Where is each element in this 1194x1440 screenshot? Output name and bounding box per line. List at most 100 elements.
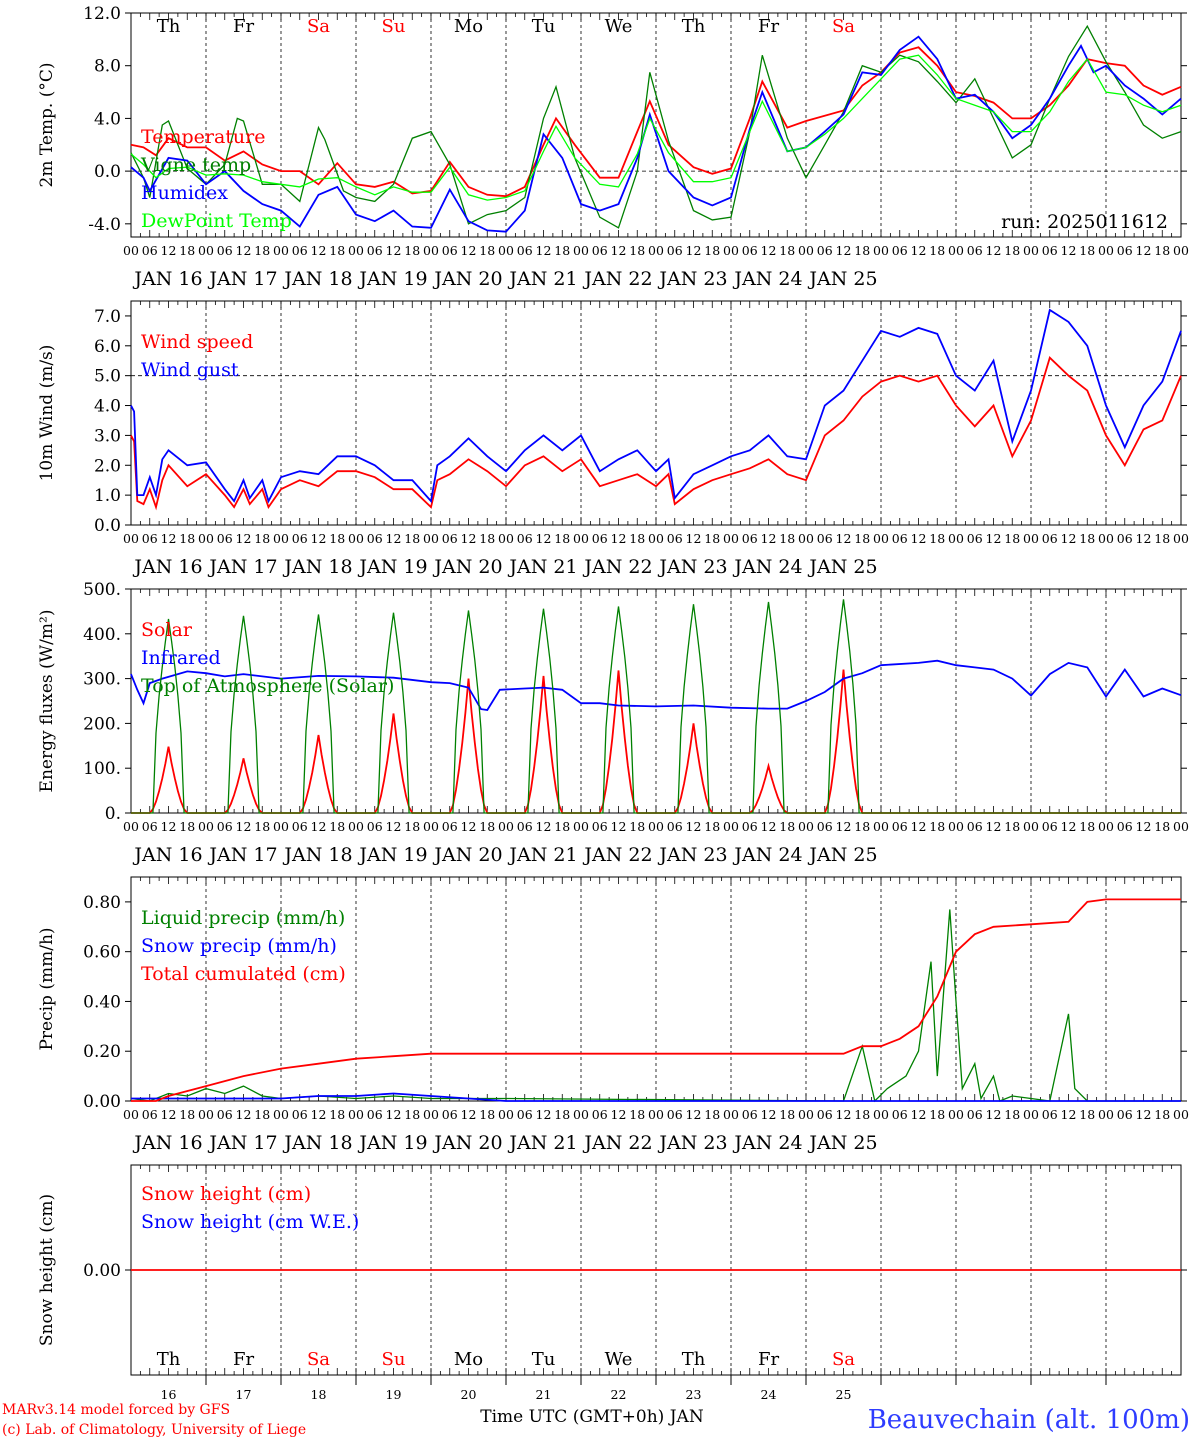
date-label: JAN 17 (207, 556, 277, 578)
hour-tick-label: 06 (367, 243, 383, 258)
hour-tick-label: 12 (236, 243, 252, 258)
series-line (130, 356, 1182, 511)
date-label: JAN 24 (732, 844, 802, 866)
legend-entry: Solar (141, 619, 193, 641)
hour-tick-label: 00 (1023, 1107, 1039, 1122)
hour-tick-label: 06 (442, 531, 458, 546)
date-label: JAN 18 (282, 844, 352, 866)
hour-tick-label: 12 (1136, 1107, 1152, 1122)
hour-tick-label: 12 (161, 1107, 177, 1122)
hour-tick-label: 00 (1023, 819, 1039, 834)
hour-tick-label: 18 (254, 819, 270, 834)
series-line (130, 35, 1182, 233)
date-label: JAN 23 (657, 1132, 727, 1154)
hour-tick-label: 06 (967, 819, 983, 834)
hour-tick-label: 06 (592, 819, 608, 834)
hour-tick-label: 00 (123, 531, 139, 546)
hour-tick-label: 00 (1098, 531, 1114, 546)
hour-tick-label: 18 (329, 819, 345, 834)
day-number-label: 23 (686, 1387, 702, 1402)
hour-tick-label: 18 (1004, 819, 1020, 834)
hour-tick-label: 00 (348, 819, 364, 834)
legend-entry: Total cumulated (cm) (141, 963, 346, 985)
hour-tick-label: 00 (498, 819, 514, 834)
hour-tick-label: 00 (723, 531, 739, 546)
hour-tick-label: 18 (554, 1107, 570, 1122)
hour-tick-label: 06 (442, 243, 458, 258)
legend-entry: Top of Atmosphere (Solar) (141, 675, 394, 697)
hour-tick-label: 12 (536, 243, 552, 258)
hour-tick-label: 06 (517, 531, 533, 546)
series-line (131, 599, 1181, 814)
hour-tick-label: 06 (592, 531, 608, 546)
hour-tick-label: 18 (404, 243, 420, 258)
hour-tick-label: 06 (592, 1107, 608, 1122)
hour-tick-label: 18 (1154, 531, 1170, 546)
hour-tick-label: 06 (217, 1107, 233, 1122)
series-line (131, 898, 1181, 1102)
hour-tick-label: 18 (929, 243, 945, 258)
weekday-label: Th (682, 16, 706, 37)
hour-tick-label: 18 (479, 531, 495, 546)
hour-tick-label: 06 (517, 819, 533, 834)
hour-tick-label: 18 (629, 531, 645, 546)
legend-entry: Infrared (141, 647, 221, 669)
date-label: JAN 19 (357, 556, 427, 578)
hour-tick-label: 00 (573, 243, 589, 258)
hour-tick-label: 12 (461, 243, 477, 258)
date-label: JAN 21 (507, 844, 577, 866)
hour-tick-label: 18 (1079, 1107, 1095, 1122)
hour-tick-label: 18 (329, 1107, 345, 1122)
day-number-label: 22 (611, 1387, 627, 1402)
y-tick-label: 0. (105, 804, 121, 824)
y-tick-label: 7.0 (94, 307, 121, 327)
hour-tick-label: 12 (761, 819, 777, 834)
hour-tick-label: 12 (1136, 243, 1152, 258)
hour-tick-label: 18 (479, 819, 495, 834)
hour-tick-label: 18 (779, 531, 795, 546)
hour-tick-label: 12 (986, 1107, 1002, 1122)
day-number-label: 17 (236, 1387, 252, 1402)
date-label: JAN 22 (582, 268, 652, 290)
hour-tick-label: 18 (329, 531, 345, 546)
hour-tick-label: 12 (1061, 819, 1077, 834)
y-axis-label: Snow height (cm) (37, 1194, 57, 1346)
hour-tick-label: 18 (254, 243, 270, 258)
legend-entry: Humidex (141, 182, 228, 204)
hour-tick-label: 12 (161, 819, 177, 834)
hour-tick-label: 06 (892, 819, 908, 834)
hour-tick-label: 06 (1117, 243, 1133, 258)
hour-tick-label: 12 (836, 1107, 852, 1122)
hour-tick-label: 12 (836, 531, 852, 546)
hour-tick-label: 00 (1098, 243, 1114, 258)
hour-tick-label: 18 (479, 1107, 495, 1122)
y-tick-label: 1.0 (94, 486, 121, 506)
y-tick-label: 6.0 (94, 337, 121, 357)
date-label: JAN 21 (507, 1132, 577, 1154)
hour-tick-label: 12 (461, 531, 477, 546)
y-tick-label: 100. (83, 759, 121, 779)
hour-tick-label: 18 (629, 243, 645, 258)
hour-tick-label: 12 (236, 1107, 252, 1122)
date-label: JAN 18 (282, 268, 352, 290)
hour-tick-label: 00 (123, 243, 139, 258)
hour-tick-label: 06 (1117, 819, 1133, 834)
y-tick-label: 4.0 (94, 109, 121, 129)
hour-tick-label: 12 (1136, 531, 1152, 546)
hour-tick-label: 06 (367, 531, 383, 546)
weekday-label: Fr (233, 16, 254, 37)
hour-tick-label: 18 (629, 819, 645, 834)
hour-tick-label: 00 (1173, 819, 1189, 834)
hour-tick-label: 06 (967, 531, 983, 546)
date-label: JAN 17 (207, 844, 277, 866)
hour-tick-label: 18 (854, 243, 870, 258)
weekday-label: Mo (454, 16, 483, 37)
hour-tick-label: 12 (386, 819, 402, 834)
hour-tick-label: 00 (873, 1107, 889, 1122)
hour-tick-label: 12 (311, 1107, 327, 1122)
hour-tick-label: 00 (1173, 1107, 1189, 1122)
date-label: JAN 22 (582, 1132, 652, 1154)
series-line (130, 659, 1182, 711)
date-label: JAN 23 (657, 268, 727, 290)
hour-tick-label: 06 (292, 243, 308, 258)
